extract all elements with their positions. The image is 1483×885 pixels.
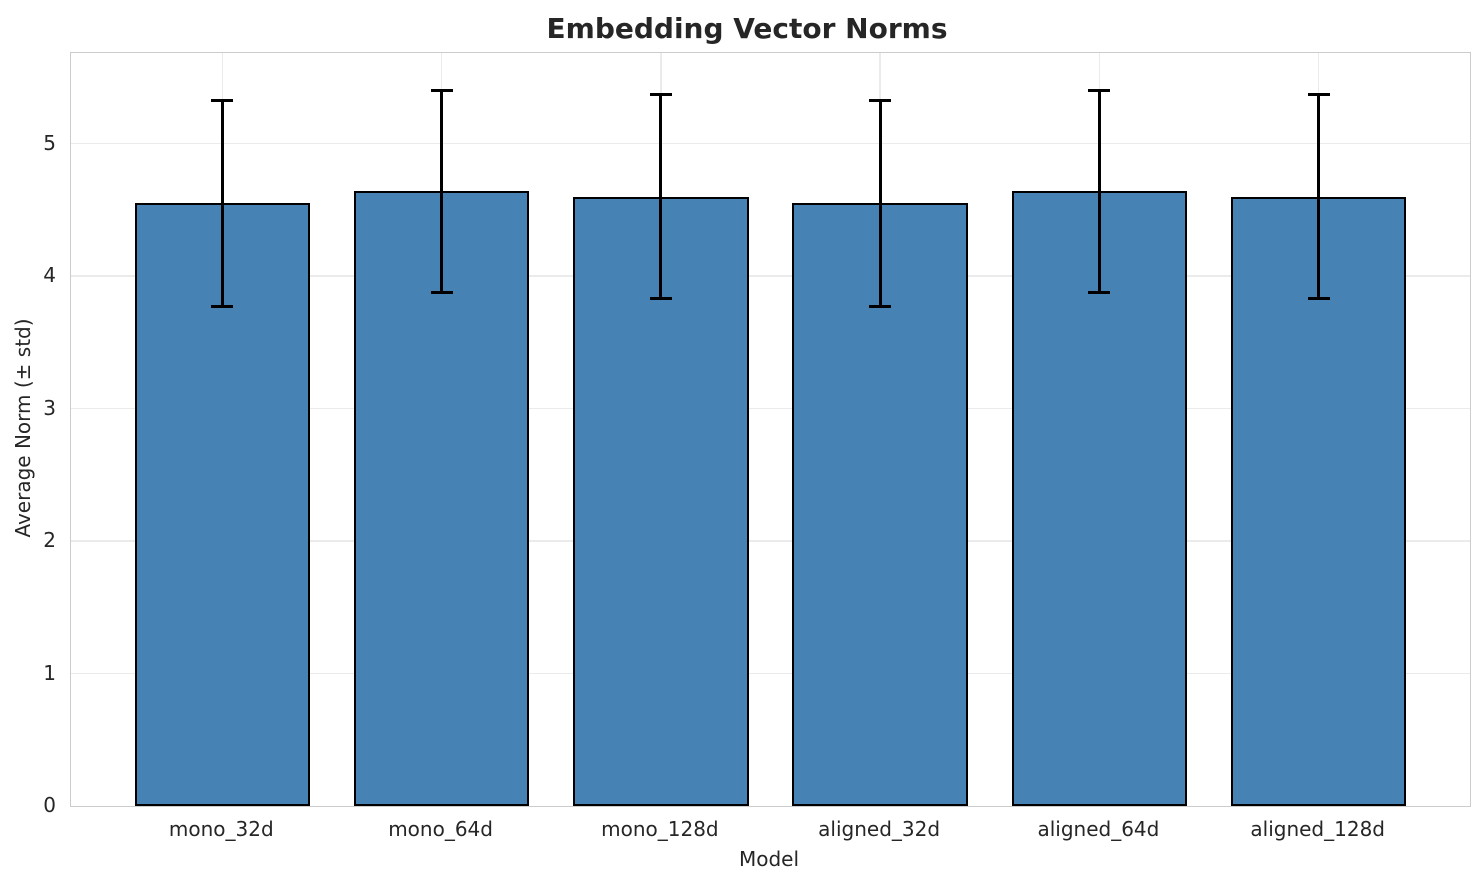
y-tick-label: 4 — [43, 263, 56, 288]
error-bar-cap-top — [430, 89, 453, 93]
chart-title: Embedding Vector Norms — [546, 12, 948, 45]
error-bar-cap-bottom — [1088, 290, 1111, 294]
error-bar-cap-bottom — [869, 305, 892, 309]
y-gridline — [71, 142, 1470, 145]
error-bar-cap-top — [1088, 89, 1111, 93]
y-tick-label: 5 — [43, 130, 56, 155]
error-bar-cap-bottom — [649, 297, 672, 301]
x-tick-label: mono_32d — [168, 817, 274, 841]
error-bar-line — [1097, 90, 1101, 293]
y-axis-label: Average Norm (± std) — [11, 318, 35, 538]
error-bar-cap-top — [869, 98, 892, 102]
error-bar-line — [659, 94, 663, 299]
error-bar-cap-bottom — [211, 305, 234, 309]
bar — [1011, 191, 1188, 806]
bar — [353, 191, 530, 806]
y-tick-label: 1 — [43, 660, 56, 685]
error-bar-line — [440, 90, 444, 293]
x-tick-label: mono_128d — [601, 817, 719, 841]
x-tick-label: aligned_32d — [818, 817, 941, 841]
error-bar-cap-bottom — [430, 290, 453, 294]
error-bar-cap-bottom — [1307, 297, 1330, 301]
x-tick-label: aligned_64d — [1037, 817, 1160, 841]
error-bar-line — [878, 100, 882, 307]
y-gridline — [71, 275, 1470, 277]
x-tick-label: mono_64d — [388, 817, 493, 841]
plot-area — [70, 52, 1471, 807]
y-gridline — [71, 540, 1470, 542]
y-tick-label: 0 — [43, 793, 56, 817]
error-bar-line — [220, 100, 224, 307]
error-bar-cap-top — [649, 93, 672, 97]
y-gridline — [71, 672, 1470, 675]
error-bar-cap-top — [211, 98, 234, 102]
y-gridline — [71, 407, 1470, 410]
y-tick-label: 3 — [43, 395, 56, 420]
error-bar-line — [1317, 94, 1321, 299]
error-bar-cap-top — [1307, 93, 1330, 97]
y-tick-label: 2 — [43, 528, 56, 553]
x-tick-label: aligned_128d — [1250, 817, 1385, 841]
x-axis-label: Model — [738, 847, 800, 871]
